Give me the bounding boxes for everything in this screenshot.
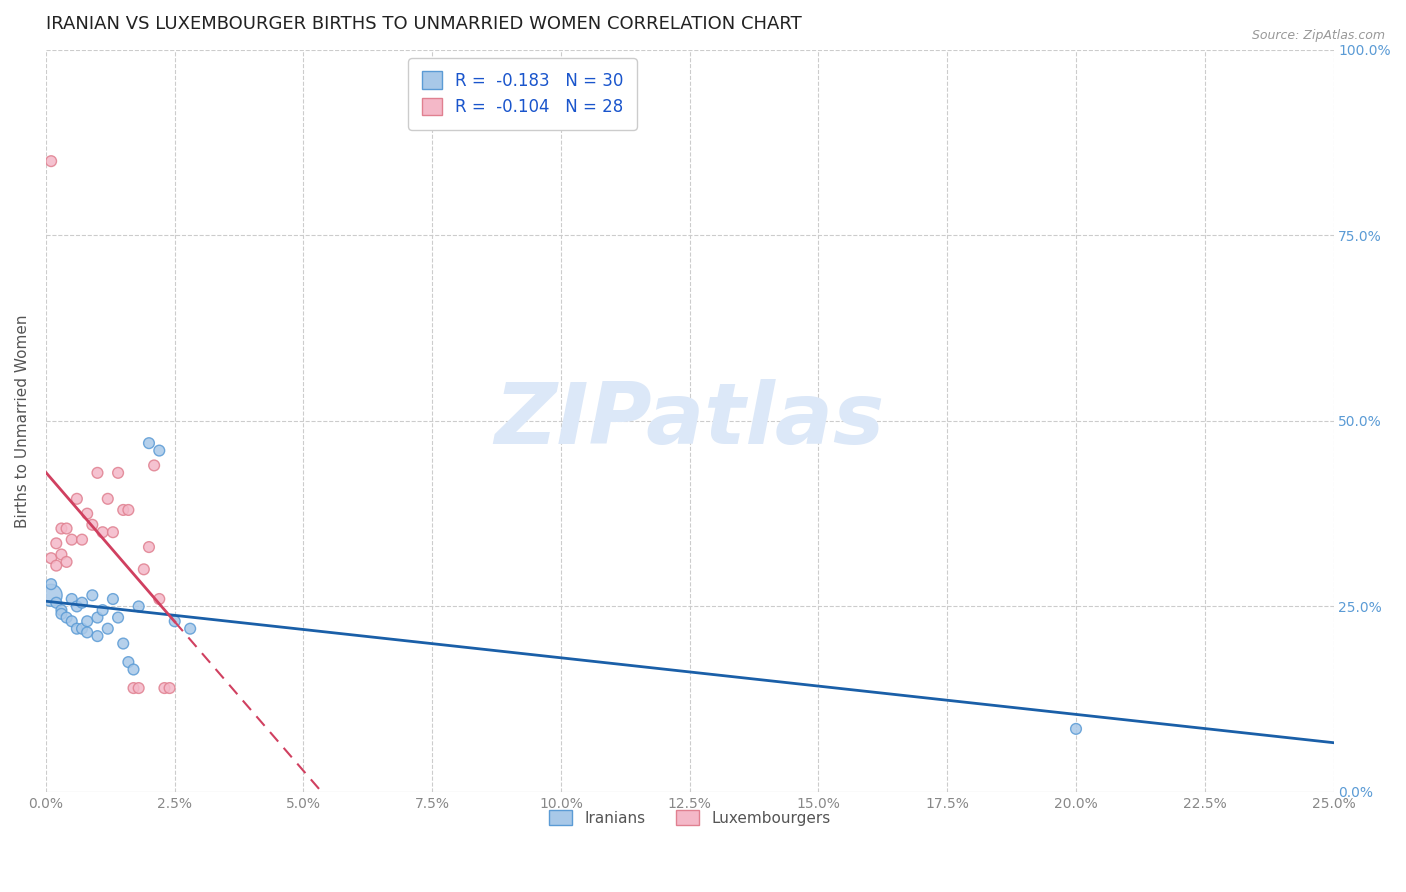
Point <box>153 681 176 695</box>
Point <box>179 622 201 636</box>
Point <box>39 551 62 566</box>
Point <box>112 636 135 650</box>
Point <box>55 555 77 569</box>
Point <box>86 610 108 624</box>
Point <box>76 625 98 640</box>
Text: Source: ZipAtlas.com: Source: ZipAtlas.com <box>1251 29 1385 42</box>
Point <box>128 681 150 695</box>
Point <box>51 521 73 535</box>
Point <box>51 603 73 617</box>
Point <box>122 681 145 695</box>
Point <box>51 548 73 562</box>
Legend: Iranians, Luxembourgers: Iranians, Luxembourgers <box>538 799 841 837</box>
Point <box>143 458 166 473</box>
Point <box>148 443 170 458</box>
Point <box>82 517 104 532</box>
Point <box>163 614 186 628</box>
Point <box>107 610 129 624</box>
Point <box>86 629 108 643</box>
Text: ZIPatlas: ZIPatlas <box>495 379 884 462</box>
Point <box>112 503 135 517</box>
Point <box>76 507 98 521</box>
Point <box>39 577 62 591</box>
Point <box>66 599 89 614</box>
Point <box>101 525 124 540</box>
Point <box>60 592 83 607</box>
Point <box>82 588 104 602</box>
Point <box>97 491 120 506</box>
Point <box>66 491 89 506</box>
Point <box>45 596 67 610</box>
Point <box>138 436 160 450</box>
Point <box>122 663 145 677</box>
Point <box>70 622 93 636</box>
Point <box>51 607 73 621</box>
Point <box>132 562 155 576</box>
Point <box>66 622 89 636</box>
Point <box>148 592 170 607</box>
Point <box>159 681 181 695</box>
Point <box>39 154 62 169</box>
Y-axis label: Births to Unmarried Women: Births to Unmarried Women <box>15 314 30 528</box>
Point <box>55 521 77 535</box>
Point <box>117 655 139 669</box>
Point <box>138 540 160 554</box>
Text: IRANIAN VS LUXEMBOURGER BIRTHS TO UNMARRIED WOMEN CORRELATION CHART: IRANIAN VS LUXEMBOURGER BIRTHS TO UNMARR… <box>46 15 801 33</box>
Point <box>70 533 93 547</box>
Point <box>60 614 83 628</box>
Point <box>39 588 62 602</box>
Point <box>60 533 83 547</box>
Point <box>128 599 150 614</box>
Point <box>76 614 98 628</box>
Point <box>45 536 67 550</box>
Point <box>45 558 67 573</box>
Point <box>107 466 129 480</box>
Point <box>70 596 93 610</box>
Point <box>101 592 124 607</box>
Point <box>1064 722 1087 736</box>
Point <box>55 610 77 624</box>
Point <box>97 622 120 636</box>
Point <box>91 525 114 540</box>
Point <box>86 466 108 480</box>
Point <box>91 603 114 617</box>
Point <box>117 503 139 517</box>
